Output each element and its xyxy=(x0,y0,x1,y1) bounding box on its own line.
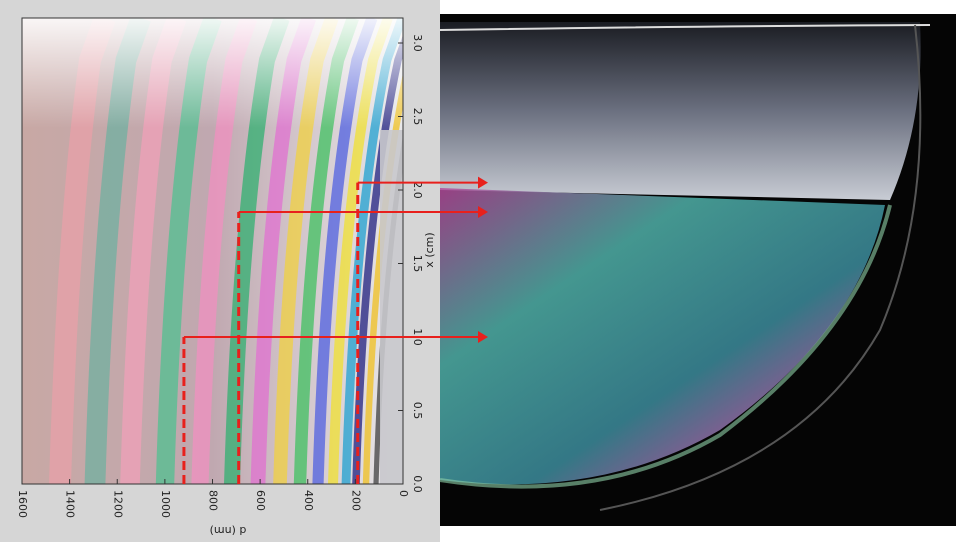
y-axis-label: x (cm) xyxy=(423,232,436,267)
y-tick-label: 0.0 xyxy=(411,475,424,493)
x-tick-label: 600 xyxy=(254,490,267,511)
figure: 1600 1400 1200 1000 800 600 400 200 0 d (nm) 0.0 0.… xyxy=(0,0,956,542)
x-tick-label: 200 xyxy=(349,490,362,511)
x-tick-label: 1400 xyxy=(64,490,77,518)
photo xyxy=(440,14,956,526)
fringe-fade xyxy=(22,18,403,128)
x-tick-label: 0 xyxy=(397,490,410,497)
x-tick-label: 1600 xyxy=(16,490,29,518)
y-tick-label: 3.0 xyxy=(411,34,424,52)
x-tick-label: 1000 xyxy=(159,490,172,518)
y-tick-label: 2.0 xyxy=(411,181,424,199)
y-tick-label: 2.5 xyxy=(411,108,424,126)
fringe-map xyxy=(22,18,435,484)
x-tick-label: 400 xyxy=(302,490,315,511)
x-axis-label: d (nm) xyxy=(210,524,247,537)
x-tick-label: 800 xyxy=(207,490,220,511)
y-tick-label: 0.5 xyxy=(411,402,424,420)
x-tick-label: 1200 xyxy=(111,490,124,518)
